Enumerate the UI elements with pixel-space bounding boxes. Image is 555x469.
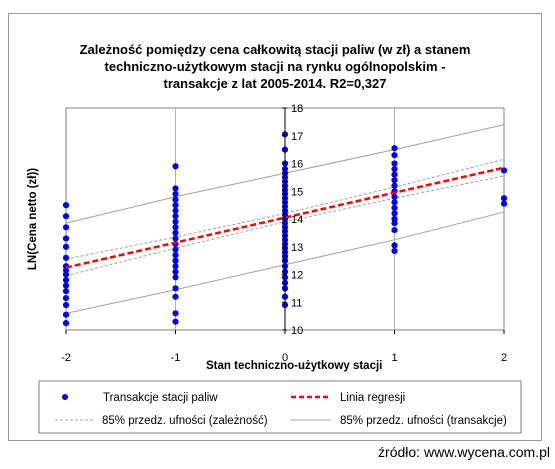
data-point [172, 285, 179, 292]
chart-title-line-1: Zależność pomiędzy cena całkowitą stacji… [80, 42, 471, 57]
data-point [172, 274, 179, 281]
data-point [62, 288, 70, 295]
chart-title-line-2: techniczno-użytkowym stacji na rynku ogó… [105, 59, 446, 74]
chart-frame: Zależność pomiędzy cena całkowitą stacji… [8, 13, 542, 441]
data-point [500, 200, 508, 207]
chart-svg: Zależność pomiędzy cena całkowitą stacji… [27, 42, 522, 434]
regression-layer [65, 166, 505, 269]
data-point [391, 145, 398, 152]
data-point [500, 167, 508, 174]
regression-line [65, 166, 505, 269]
chart-title: Zależność pomiędzy cena całkowitą stacji… [80, 42, 471, 91]
data-point [391, 165, 398, 173]
data-point [391, 204, 398, 211]
data-point [391, 171, 398, 178]
y-tick-label: 15 [291, 186, 303, 198]
x-tick-label: 2 [501, 352, 507, 364]
data-point [62, 202, 70, 209]
data-point [172, 229, 179, 236]
data-point [62, 282, 70, 289]
legend-label-points: Transakcje stacji paliw [103, 392, 218, 404]
data-point [500, 195, 508, 202]
data-point [172, 268, 179, 275]
data-point [172, 235, 179, 242]
data-point [62, 294, 70, 302]
data-point [391, 177, 398, 184]
data-point [172, 246, 179, 253]
data-point [172, 293, 179, 300]
data-point [172, 310, 179, 317]
data-point [62, 235, 70, 242]
y-tick-label: 12 [291, 270, 303, 282]
data-point [172, 224, 179, 231]
data-point [172, 185, 179, 192]
data-point [62, 276, 70, 284]
data-point [62, 319, 70, 327]
y-tick-label: 14 [291, 214, 303, 226]
y-tick-label: 16 [291, 159, 303, 171]
legend-box [38, 380, 522, 434]
x-axis-label: Stan techniczno-użytkowy stacji [206, 360, 382, 372]
x-tick-label: -2 [61, 352, 71, 364]
data-point [391, 210, 398, 217]
data-point [172, 207, 179, 214]
data-point [391, 215, 398, 223]
data-point [391, 152, 398, 159]
data-point [62, 224, 70, 231]
data-point [172, 318, 179, 325]
legend: Transakcje stacji paliw Linia regresji 8… [38, 380, 522, 434]
data-point [62, 301, 70, 309]
x-tick-label: 0 [282, 352, 288, 364]
data-point [391, 199, 398, 206]
x-tick-label: -1 [171, 352, 181, 364]
x-tick-label: 1 [391, 352, 397, 364]
legend-label-band-obs: 85% przedz. ufności (transakcje) [340, 415, 507, 427]
data-point [172, 218, 179, 225]
data-point [62, 311, 70, 318]
data-point [172, 163, 179, 170]
y-tick-label: 11 [291, 297, 302, 309]
data-point [172, 196, 179, 203]
data-point [391, 160, 398, 167]
data-point [172, 251, 179, 259]
y-tick-label: 17 [291, 131, 303, 143]
chart-title-line-3: transakcje z lat 2005-2014. R2=0,327 [164, 76, 387, 91]
data-point [172, 257, 179, 264]
y-tick-label: 13 [291, 242, 303, 254]
data-point [172, 213, 179, 220]
data-point [391, 247, 398, 255]
data-point [172, 263, 179, 270]
data-point [391, 193, 398, 200]
point-layer [62, 131, 508, 327]
legend-marker-points [62, 394, 68, 400]
legend-label-regression: Linia regresji [340, 392, 405, 404]
data-point [391, 242, 398, 249]
data-point [391, 182, 398, 189]
y-tick-label: 18 [291, 103, 303, 115]
data-point [62, 243, 70, 250]
data-point [172, 190, 179, 198]
data-point [391, 227, 398, 234]
data-point [62, 213, 70, 220]
y-axis-label: LN(Cena netto (zł)) [27, 168, 39, 270]
source-note: źródło: www.wycena.com.pl [378, 444, 550, 460]
y-tick-label: 10 [291, 325, 303, 337]
data-point [62, 254, 70, 261]
legend-label-band-mean: 85% przedz. ufności (zależność) [102, 415, 268, 427]
data-point [172, 202, 179, 209]
